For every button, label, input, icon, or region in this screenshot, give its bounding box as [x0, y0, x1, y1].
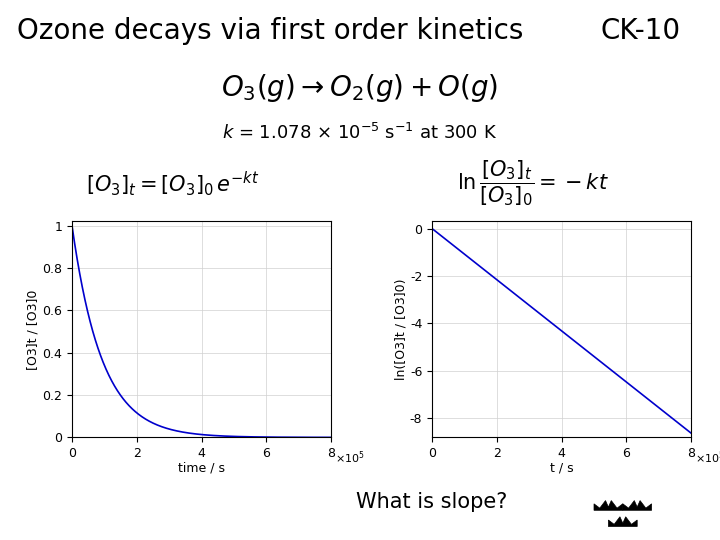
X-axis label: time / s: time / s [178, 462, 225, 475]
Text: $k$ = 1.078 $\times$ 10$^{-5}$ s$^{-1}$ at 300 K: $k$ = 1.078 $\times$ 10$^{-5}$ s$^{-1}$ … [222, 123, 498, 144]
Text: $\times 10^5$: $\times 10^5$ [696, 449, 720, 466]
Y-axis label: ln([O3]t / [O3]0): ln([O3]t / [O3]0) [394, 279, 407, 380]
Text: $[O_3]_t = [O_3]_0\, e^{-kt}$: $[O_3]_t = [O_3]_0\, e^{-kt}$ [86, 169, 260, 198]
Text: CK-10: CK-10 [600, 17, 681, 45]
Text: $\ln \dfrac{[O_3]_t}{[O_3]_0} = -kt$: $\ln \dfrac{[O_3]_t}{[O_3]_0} = -kt$ [457, 159, 608, 208]
Text: $\times 10^5$: $\times 10^5$ [336, 449, 365, 466]
Text: Ozone decays via first order kinetics: Ozone decays via first order kinetics [17, 17, 523, 45]
Y-axis label: [O3]t / [O3]0: [O3]t / [O3]0 [27, 289, 40, 369]
X-axis label: t / s: t / s [550, 462, 573, 475]
Text: What is slope?: What is slope? [356, 492, 508, 512]
Text: $O_3(g) \rightarrow O_2(g) + O(g)$: $O_3(g) \rightarrow O_2(g) + O(g)$ [221, 72, 499, 104]
